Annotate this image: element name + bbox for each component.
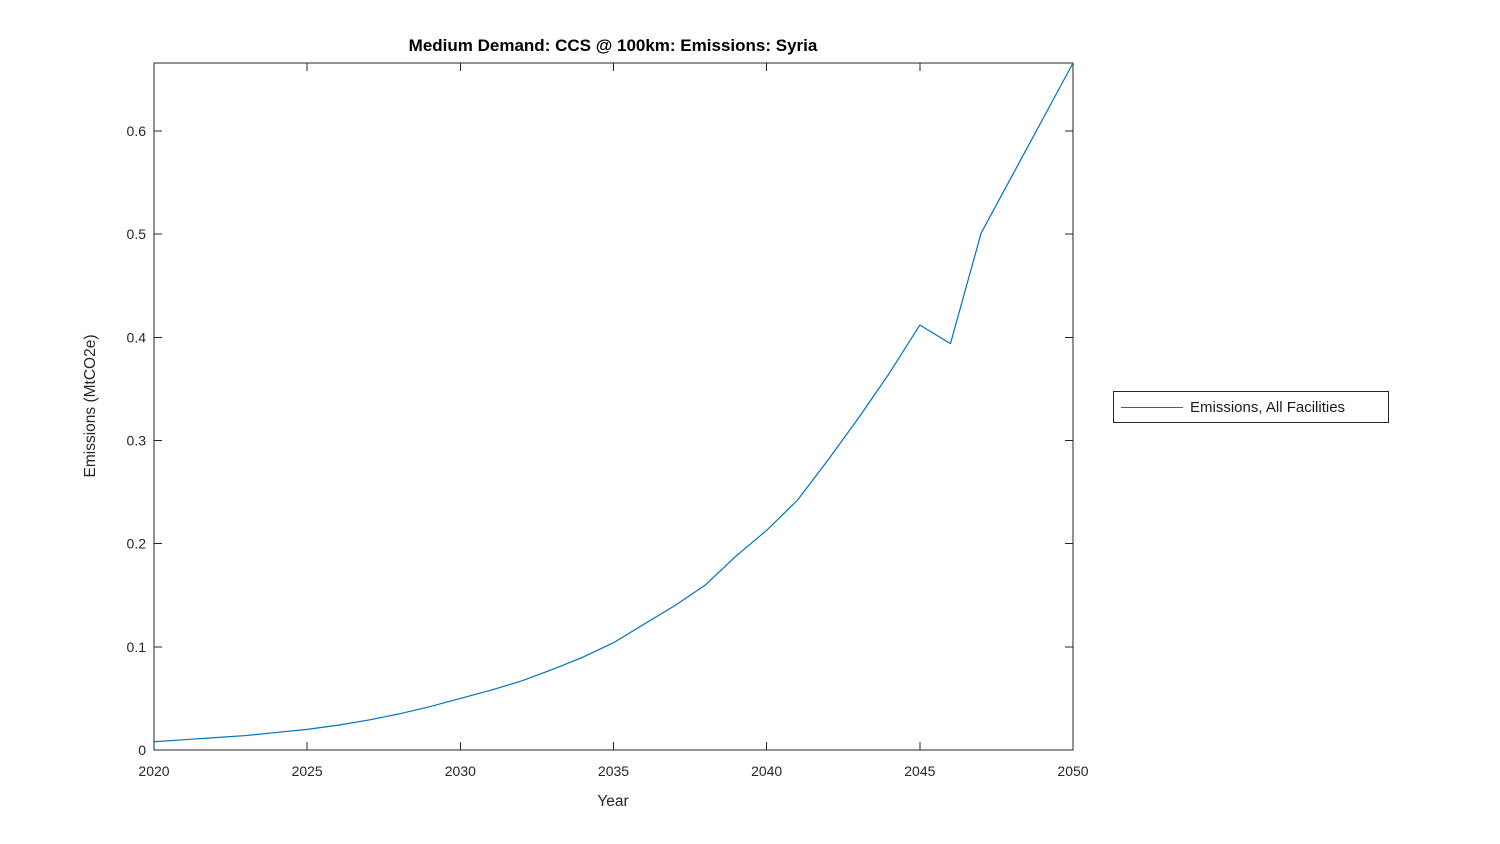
plot-area-border bbox=[153, 62, 1074, 751]
legend: Emissions, All Facilities bbox=[1113, 391, 1389, 423]
data-series-group bbox=[153, 62, 1074, 743]
x-tick-label: 2040 bbox=[751, 763, 782, 779]
emissions-line bbox=[153, 62, 1074, 743]
axis-ticks bbox=[153, 63, 1074, 751]
x-tick-label: 2035 bbox=[598, 763, 629, 779]
y-tick-label: 0.3 bbox=[127, 433, 147, 449]
y-tick-label: 0.6 bbox=[127, 123, 147, 139]
y-tick-label: 0 bbox=[138, 742, 146, 758]
y-axis-label: Emissions (MtCO2e) bbox=[82, 335, 99, 478]
y-tick-label: 0.4 bbox=[127, 329, 147, 345]
x-axis-label: Year bbox=[597, 793, 628, 810]
y-tick-label: 0.2 bbox=[127, 536, 147, 552]
y-tick-label: 0.5 bbox=[127, 226, 147, 242]
x-tick-label: 2045 bbox=[904, 763, 935, 779]
legend-entry-label: Emissions, All Facilities bbox=[1190, 398, 1346, 416]
x-tick-label: 2020 bbox=[138, 763, 169, 779]
x-tick-label: 2050 bbox=[1057, 763, 1088, 779]
chart-title: Medium Demand: CCS @ 100km: Emissions: S… bbox=[409, 36, 818, 55]
axis-tick-labels: 2020 2025 2030 2035 2040 2045 2050 0 0.1 0.2 0.3 0.… bbox=[127, 123, 1089, 779]
legend-line-sample-icon bbox=[1121, 406, 1183, 408]
x-tick-label: 2030 bbox=[445, 763, 476, 779]
y-tick-label: 0.1 bbox=[127, 639, 147, 655]
x-tick-label: 2025 bbox=[292, 763, 323, 779]
